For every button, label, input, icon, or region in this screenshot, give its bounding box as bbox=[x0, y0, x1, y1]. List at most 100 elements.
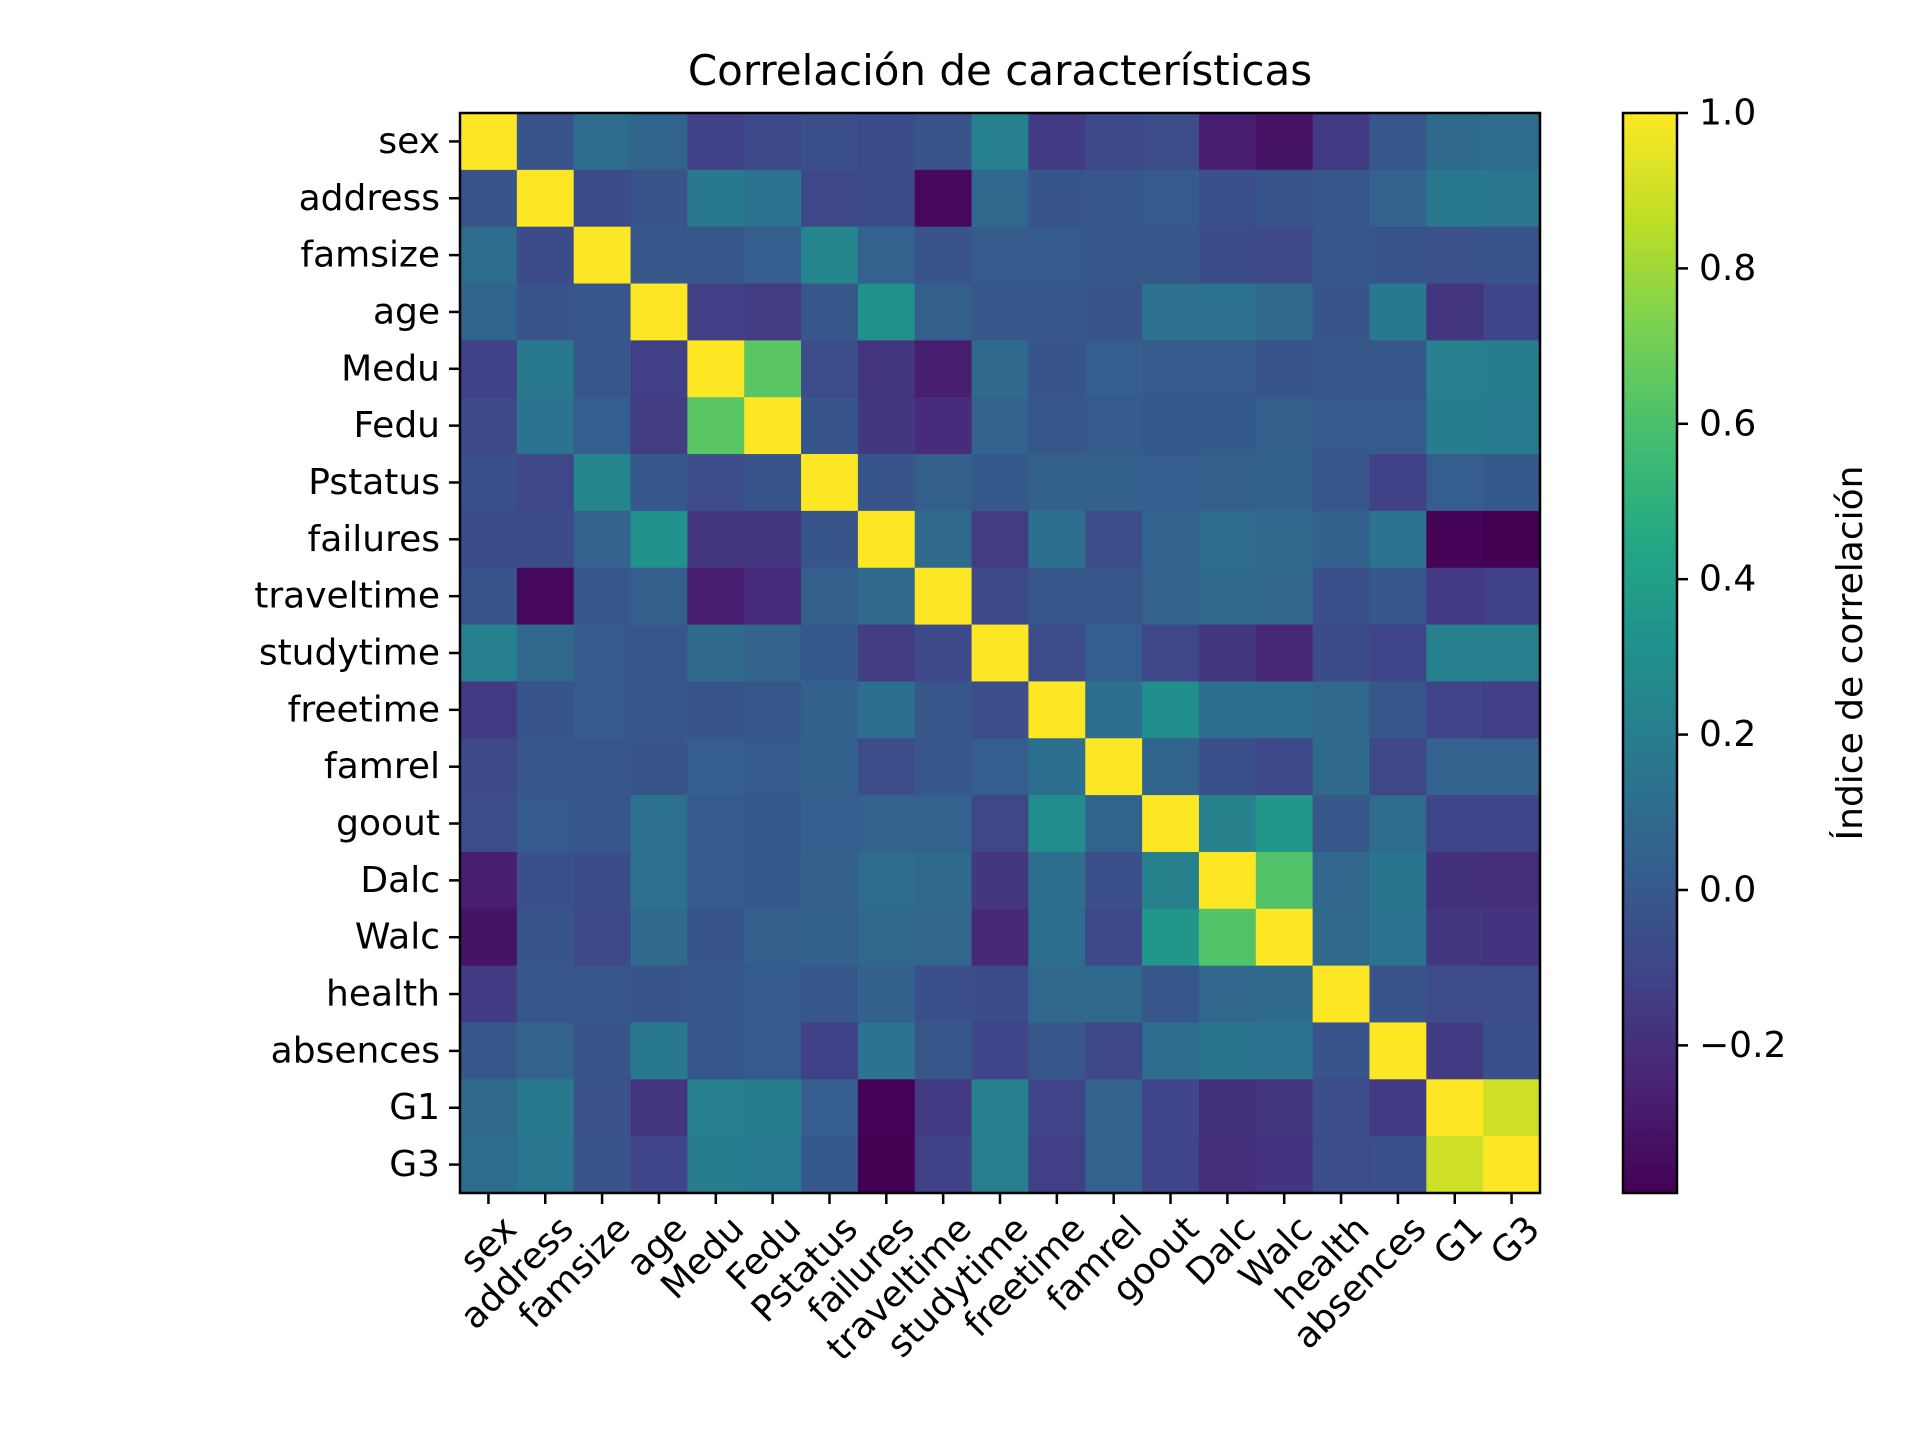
heatmap-cell bbox=[516, 397, 575, 455]
heatmap-cell bbox=[687, 226, 745, 285]
heatmap-cell bbox=[857, 795, 916, 853]
heatmap-cell bbox=[516, 113, 575, 171]
heatmap-cell bbox=[1426, 1079, 1484, 1137]
heatmap-cell bbox=[1028, 965, 1086, 1024]
heatmap-cell bbox=[914, 738, 973, 796]
heatmap-cell bbox=[1312, 965, 1371, 1024]
heatmap-cell bbox=[1312, 567, 1371, 626]
colorbar-label: Índice de correlación bbox=[1829, 466, 1871, 841]
heatmap-cell bbox=[1142, 510, 1200, 569]
heatmap-cell bbox=[1085, 283, 1143, 341]
heatmap-cell bbox=[1142, 283, 1200, 341]
heatmap-cell bbox=[1142, 624, 1200, 683]
heatmap-cell bbox=[914, 795, 973, 853]
heatmap-cell bbox=[1085, 113, 1143, 171]
heatmap-cell bbox=[857, 851, 916, 910]
heatmap-cell bbox=[460, 113, 518, 171]
heatmap-cell bbox=[1426, 795, 1484, 853]
heatmap-cell bbox=[1426, 283, 1484, 341]
heatmap-cell bbox=[460, 340, 518, 398]
y-tick-label: Fedu bbox=[353, 405, 440, 446]
y-tick-label: Medu bbox=[341, 348, 440, 389]
heatmap-cell bbox=[1198, 510, 1257, 569]
heatmap-cell bbox=[630, 169, 688, 228]
heatmap-cell bbox=[1483, 226, 1541, 285]
heatmap-cell bbox=[971, 1079, 1030, 1137]
heatmap-cell bbox=[516, 738, 575, 796]
heatmap-cell bbox=[1142, 340, 1200, 398]
heatmap-cell bbox=[1483, 738, 1541, 796]
x-tick-label: G3 bbox=[1483, 1208, 1548, 1273]
heatmap-cell bbox=[1142, 681, 1200, 739]
heatmap-cell bbox=[1426, 113, 1484, 171]
heatmap-cell bbox=[1198, 624, 1257, 683]
heatmap-cell bbox=[1312, 454, 1371, 512]
heatmap-cell bbox=[1198, 681, 1257, 739]
heatmap-cell bbox=[1369, 169, 1427, 228]
heatmap-cell bbox=[630, 510, 688, 569]
heatmap-cell bbox=[460, 795, 518, 853]
heatmap-cell bbox=[573, 624, 632, 683]
heatmap-cell bbox=[573, 1136, 632, 1194]
heatmap-cell bbox=[971, 169, 1030, 228]
heatmap-cell bbox=[516, 340, 575, 398]
heatmap-cell bbox=[1369, 1136, 1427, 1194]
heatmap-cell bbox=[1198, 567, 1257, 626]
heatmap-cell bbox=[1255, 1079, 1314, 1137]
heatmap-cell bbox=[1028, 1136, 1086, 1194]
heatmap-cell bbox=[801, 1022, 859, 1080]
heatmap-cell bbox=[630, 1022, 688, 1080]
heatmap-cell bbox=[971, 1136, 1030, 1194]
heatmap-cell bbox=[1085, 340, 1143, 398]
heatmap-cell bbox=[1142, 738, 1200, 796]
heatmap-cell bbox=[1312, 226, 1371, 285]
heatmap-cell bbox=[1085, 454, 1143, 512]
y-tick-label: freetime bbox=[288, 689, 440, 730]
heatmap-cell bbox=[1255, 397, 1314, 455]
heatmap-cell bbox=[1312, 1079, 1371, 1137]
y-tick-label: Dalc bbox=[360, 860, 440, 901]
heatmap-cell bbox=[460, 624, 518, 683]
heatmap-cell bbox=[460, 738, 518, 796]
heatmap-cell bbox=[1198, 965, 1257, 1024]
y-axis-ticks: sex address famsize age Medu Fedu Pstatus failu… bbox=[254, 121, 460, 1185]
heatmap-cell bbox=[460, 1022, 518, 1080]
y-tick-label: studytime bbox=[259, 633, 440, 674]
heatmap-cell bbox=[460, 169, 518, 228]
heatmap-cell bbox=[516, 226, 575, 285]
heatmap-cell bbox=[801, 624, 859, 683]
heatmap-cell bbox=[857, 169, 916, 228]
heatmap-cell bbox=[1312, 113, 1371, 171]
heatmap-cell bbox=[744, 624, 802, 683]
heatmap-cell bbox=[971, 681, 1030, 739]
heatmap-cell bbox=[1198, 397, 1257, 455]
heatmap-cell bbox=[1028, 510, 1086, 569]
heatmap-cell bbox=[516, 169, 575, 228]
heatmap-cell bbox=[630, 567, 688, 626]
heatmap-cell bbox=[1028, 454, 1086, 512]
heatmap-cell bbox=[801, 283, 859, 341]
heatmap-cell bbox=[801, 567, 859, 626]
heatmap-cell bbox=[971, 1022, 1030, 1080]
heatmap-cell bbox=[1028, 1022, 1086, 1080]
heatmap-cell bbox=[857, 1022, 916, 1080]
heatmap-cell bbox=[460, 510, 518, 569]
heatmap-cell bbox=[1085, 169, 1143, 228]
heatmap-cell bbox=[516, 567, 575, 626]
heatmap-cell bbox=[1483, 965, 1541, 1024]
heatmap-cell bbox=[1369, 226, 1427, 285]
heatmap-cell bbox=[573, 169, 632, 228]
heatmap-cell bbox=[687, 965, 745, 1024]
heatmap-cell bbox=[744, 738, 802, 796]
heatmap-cell bbox=[1483, 1022, 1541, 1080]
heatmap-cell bbox=[1483, 397, 1541, 455]
heatmap-cell bbox=[516, 681, 575, 739]
heatmap-cell bbox=[1085, 567, 1143, 626]
heatmap-cell bbox=[1255, 908, 1314, 967]
heatmap-cell bbox=[687, 1079, 745, 1137]
heatmap-cell bbox=[1369, 340, 1427, 398]
heatmap-cell bbox=[1142, 226, 1200, 285]
heatmap-cell bbox=[1255, 113, 1314, 171]
chart-title: Correlación de características bbox=[688, 46, 1312, 95]
heatmap-cell bbox=[1085, 965, 1143, 1024]
